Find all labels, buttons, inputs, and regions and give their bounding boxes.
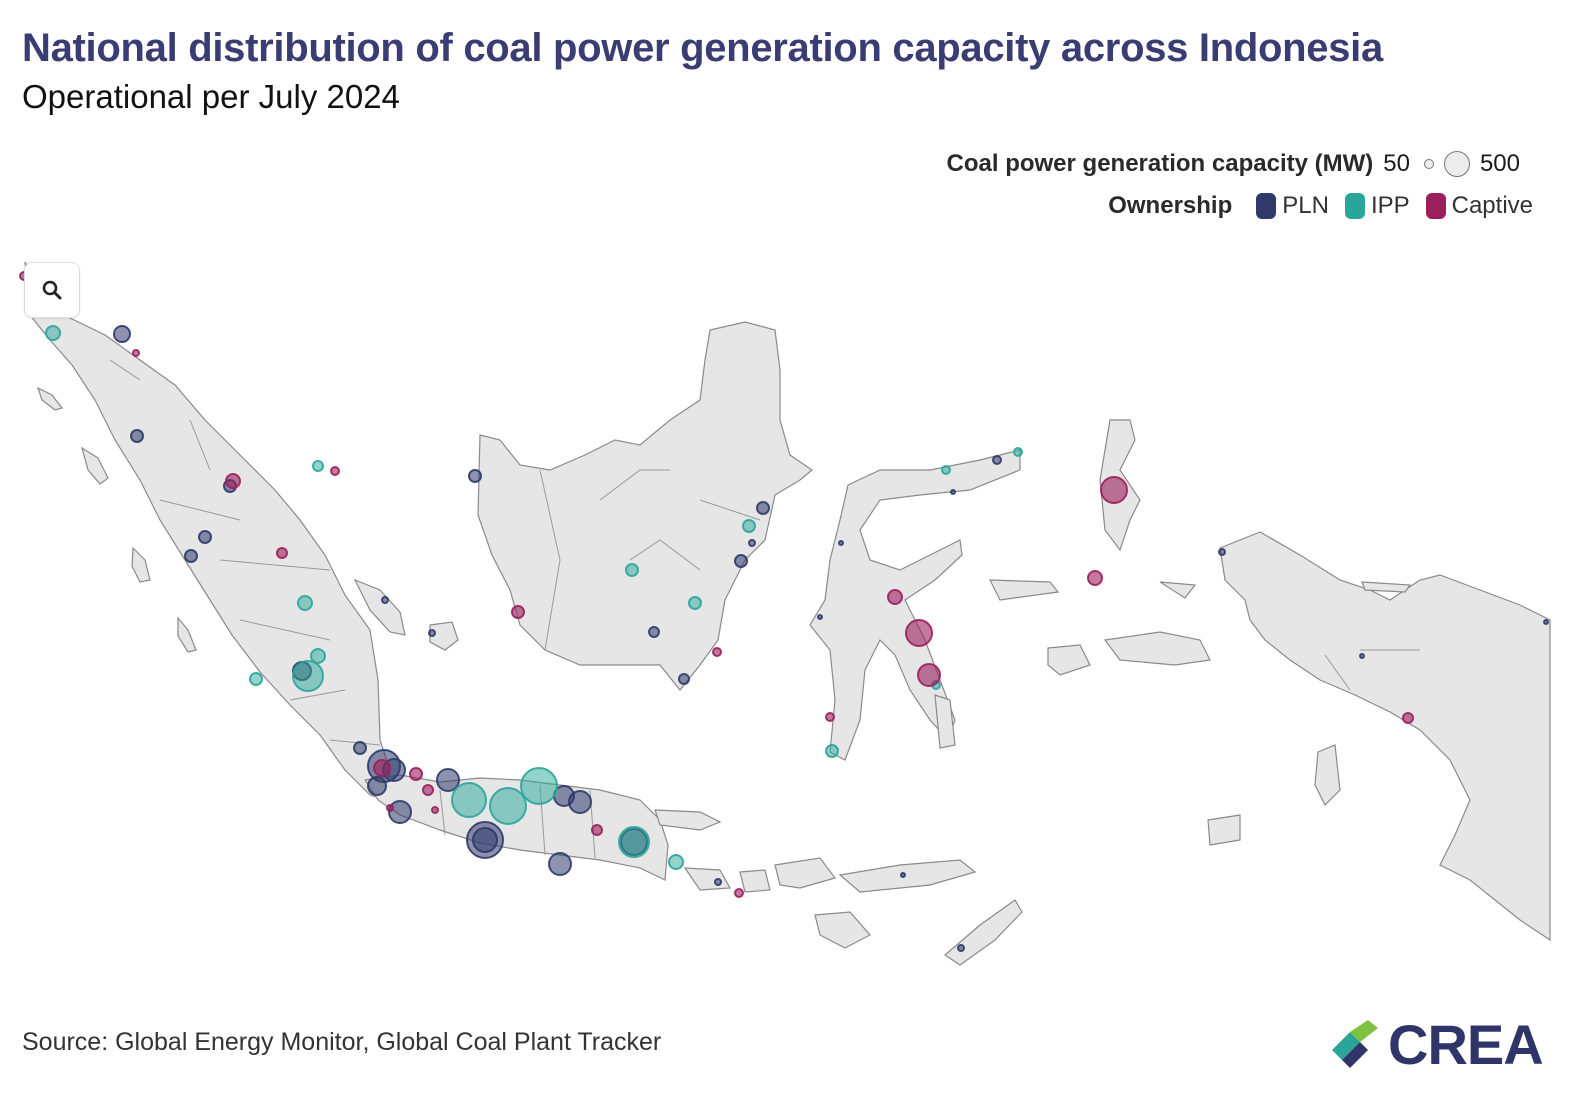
crea-logo: CREA <box>1330 1012 1544 1077</box>
tanimbar-island <box>1207 814 1241 846</box>
yapen-island <box>1361 581 1412 593</box>
obi-island <box>1159 581 1197 599</box>
sumba-island <box>814 911 871 949</box>
captive-swatch <box>1425 193 1446 219</box>
page-subtitle: Operational per July 2024 <box>22 78 400 115</box>
size-legend: Coal power generation capacity (MW) 50 5… <box>947 150 1520 178</box>
sulawesi-island <box>809 449 1021 761</box>
legend-item-ipp[interactable]: IPP <box>1344 192 1410 220</box>
logo-text: CREA <box>1388 1013 1544 1076</box>
pln-markers <box>113 325 1549 952</box>
buru-island <box>1047 644 1091 676</box>
ownership-legend: Ownership PLN IPP Captive <box>1108 192 1533 220</box>
small-circle-icon <box>1423 159 1434 169</box>
pln-swatch <box>1256 193 1277 219</box>
nias-island <box>81 446 109 485</box>
legend-label-captive: Captive <box>1451 192 1533 219</box>
buton-island <box>934 694 956 749</box>
madura-island <box>654 809 722 831</box>
seram-island <box>1103 631 1211 666</box>
kalimantan-island <box>477 321 813 691</box>
indonesia-map[interactable] <box>0 250 1590 990</box>
source-note: Source: Global Energy Monitor, Global Co… <box>22 1028 662 1056</box>
size-legend-max: 500 <box>1479 150 1520 177</box>
plant-markers <box>19 271 1549 952</box>
simeulue-island <box>36 386 64 411</box>
timor-island <box>944 899 1023 966</box>
sumbawa-island <box>774 857 837 889</box>
legend-label-pln: PLN <box>1282 192 1329 219</box>
captive-markers <box>19 271 1414 898</box>
mentawai-island <box>131 546 151 583</box>
legend-item-pln[interactable]: PLN <box>1256 192 1329 220</box>
papua-island <box>1219 531 1551 942</box>
aru-island <box>1314 744 1341 807</box>
flores-island <box>838 859 977 893</box>
banggai-island <box>989 579 1060 601</box>
size-legend-min: 50 <box>1383 150 1410 177</box>
page-title: National distribution of coal power gene… <box>22 26 1383 70</box>
legend-label-ipp: IPP <box>1370 192 1410 219</box>
crea-logo-icon <box>1332 1019 1378 1068</box>
legend-item-captive[interactable]: Captive <box>1425 192 1533 220</box>
ipp-swatch <box>1344 193 1365 219</box>
search-icon <box>42 280 62 300</box>
belitung-island <box>429 621 459 651</box>
size-legend-title: Coal power generation capacity (MW) <box>946 150 1374 177</box>
zoom-button[interactable] <box>24 262 80 318</box>
bangka-island <box>353 578 406 636</box>
ownership-legend-title: Ownership <box>1108 192 1233 219</box>
ipp-markers <box>45 325 1023 870</box>
large-circle-icon <box>1443 151 1470 177</box>
lombok-island <box>739 869 771 893</box>
bali-island <box>683 867 731 891</box>
mentawai-island-south <box>177 616 197 653</box>
